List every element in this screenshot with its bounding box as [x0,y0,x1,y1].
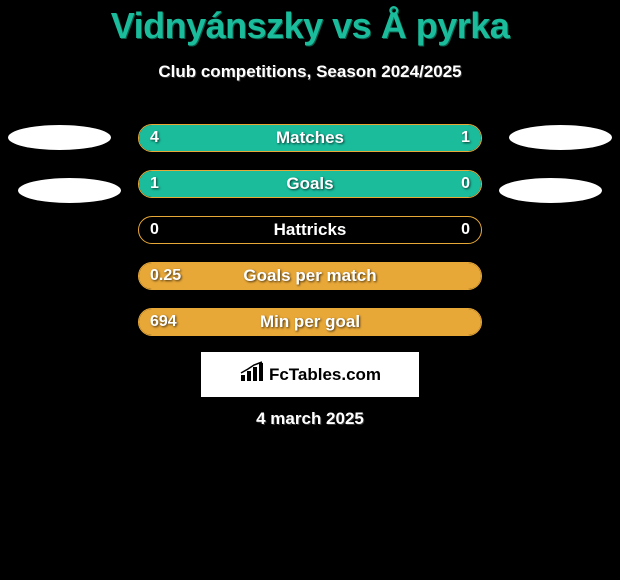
stat-row-min-per-goal: 694 Min per goal [0,308,620,336]
stat-value-left: 0.25 [150,267,181,285]
bar-track: 1 Goals 0 [138,170,482,198]
stats-container: 4 Matches 1 1 Goals 0 0 Hattricks 0 0.25… [0,124,620,336]
stat-label: Hattricks [274,220,347,240]
stat-label: Goals [286,174,333,194]
fctables-logo-box[interactable]: FcTables.com [201,352,419,397]
stat-row-hattricks: 0 Hattricks 0 [0,216,620,244]
season-subtitle: Club competitions, Season 2024/2025 [0,62,620,82]
bar-right [413,171,481,197]
stat-row-goals: 1 Goals 0 [0,170,620,198]
stat-row-matches: 4 Matches 1 [0,124,620,152]
stat-value-right: 0 [461,221,470,239]
stat-label: Matches [276,128,344,148]
stat-label: Min per goal [260,312,360,332]
stat-row-goals-per-match: 0.25 Goals per match [0,262,620,290]
bar-track: 0 Hattricks 0 [138,216,482,244]
logo-text: FcTables.com [269,365,381,385]
bar-left [139,171,413,197]
bar-right [413,125,481,151]
date-text: 4 march 2025 [256,409,364,429]
stat-value-right: 1 [461,129,470,147]
bar-track: 0.25 Goals per match [138,262,482,290]
bar-track: 4 Matches 1 [138,124,482,152]
stat-value-left: 4 [150,129,159,147]
stat-label: Goals per match [243,266,376,286]
bar-track: 694 Min per goal [138,308,482,336]
stat-value-left: 694 [150,313,177,331]
comparison-title: Vidnyánszky vs Å pyrka [0,0,620,47]
chart-icon [239,361,265,388]
stat-value-left: 0 [150,221,159,239]
stat-value-left: 1 [150,175,159,193]
stat-value-right: 0 [461,175,470,193]
